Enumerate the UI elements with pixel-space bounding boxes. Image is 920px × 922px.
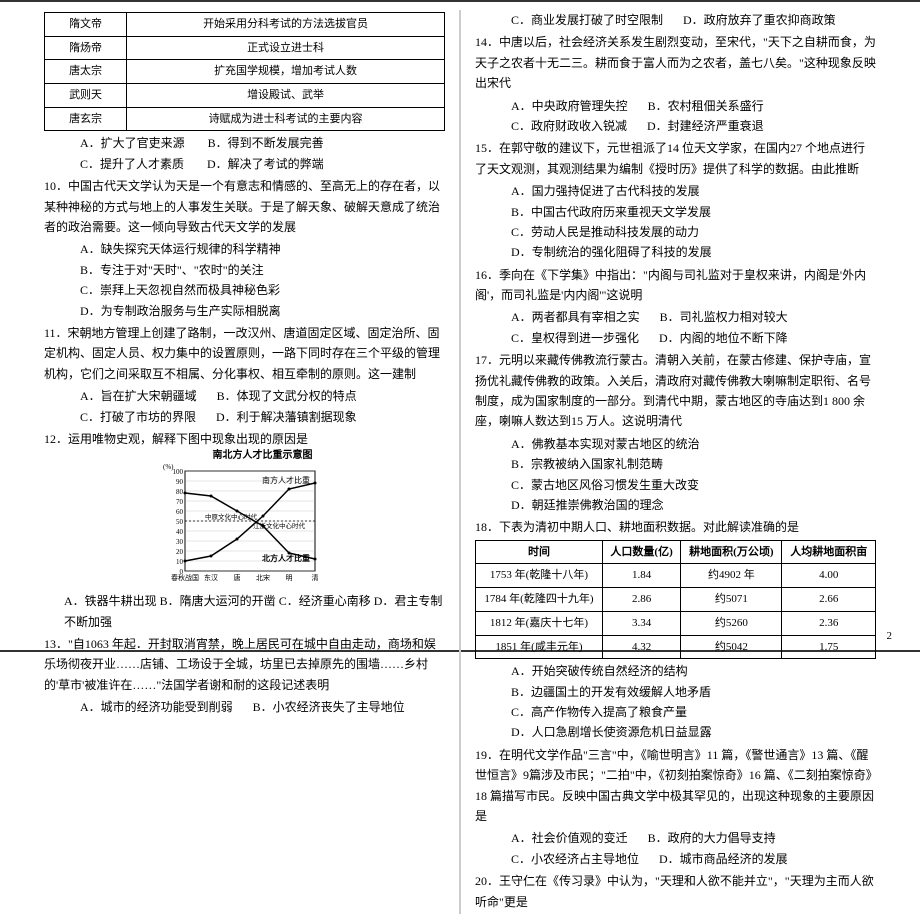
svg-text:南方人才比重: 南方人才比重 [262,475,310,485]
population-table: 时间人口数量(亿)耕地面积(万公顷)人均耕地面积亩1753 年(乾隆十八年)1.… [475,540,876,659]
svg-text:100: 100 [172,468,183,476]
q12-options: A．铁器牛耕出现 B．隋唐大运河的开凿 C．经济重心南移 D．君主专制不断加强 [64,591,445,632]
svg-text:(%): (%) [163,463,174,471]
svg-text:20: 20 [176,548,184,556]
svg-text:中原文化中心时代: 中原文化中心时代 [205,512,258,521]
opt-d: D．解决了考试的弊端 [207,154,324,174]
q9-options: A．扩大了官吏来源 B．得到不断发展完善 C．提升了人才素质 D．解决了考试的弊… [80,133,445,174]
q17-text: 17．元明以来藏传佛教流行蒙古。清朝入关前，在蒙古修建、保护寺庙，宣扬优礼藏传佛… [475,350,876,432]
q16-text: 16．季向在《下学集》中指出："内阁与司礼监对于皇权来讲，内阁是'外内阁'，而司… [475,265,876,306]
svg-text:80: 80 [176,488,184,496]
q13-text: 13．"自1063 年起．开封取消宵禁，晚上居民可在城中自由走动，商场和娱乐场彻… [44,634,445,695]
svg-text:10: 10 [176,558,184,566]
svg-text:50: 50 [176,518,184,526]
svg-text:70: 70 [176,498,184,506]
svg-text:30: 30 [176,538,184,546]
page-number: 2 [887,627,893,646]
q20-text: 20．王守仁在《传习录》中认为，"天理和人欲不能并立"，"天理为主而人欲听命"更… [475,871,876,912]
svg-text:60: 60 [176,508,184,516]
talent-chart: 南北方人才比重示意图 0102030405060708090100(%)春秋战国… [155,451,335,591]
opt-b: B．得到不断发展完善 [208,133,324,153]
q12-text: 12．运用唯物史观，解释下图中现象出现的原因是 [44,429,445,449]
svg-text:唐: 唐 [233,573,240,582]
opt-c: C．提升了人才素质 [80,154,184,174]
q15-text: 15．在郭守敬的建议下，元世祖派了14 位天文学家，在国内27 个地点进行了天文… [475,138,876,179]
svg-text:明: 明 [285,574,292,582]
opt-a: A．扩大了官吏来源 [80,133,185,153]
svg-text:北宋: 北宋 [256,573,270,582]
svg-text:40: 40 [176,528,184,536]
q11-text: 11．宋朝地方管理上创建了路制，一改汉州、唐道固定区域、固定治所、固定机构、固定… [44,323,445,384]
q10-text: 10．中国古代天文学认为天是一个有意志和情感的、至高无上的存在者，以某种神秘的方… [44,176,445,237]
dynasty-table: 隋文帝开始采用分科考试的方法选拔官员隋炀帝正式设立进士科唐太宗扩充国学规模，增加… [44,12,445,131]
q14-text: 14．中唐以后，社会经济关系发生剧烈变动，至宋代，"天下之自耕而食，为天子之农者… [475,32,876,93]
svg-text:清: 清 [311,573,318,582]
q18-text: 18．下表为清初中期人口、耕地面积数据。对此解读准确的是 [475,517,876,537]
svg-text:春秋战国: 春秋战国 [171,573,199,582]
svg-text:北方人才比重: 北方人才比重 [262,553,310,563]
svg-text:江浙文化中心时代: 江浙文化中心时代 [253,521,306,530]
svg-text:东汉: 东汉 [204,573,218,582]
q19-text: 19．在明代文学作品"三言"中，《喻世明言》11 篇，《警世通言》13 篇、《醒… [475,745,876,827]
svg-text:90: 90 [176,478,184,486]
